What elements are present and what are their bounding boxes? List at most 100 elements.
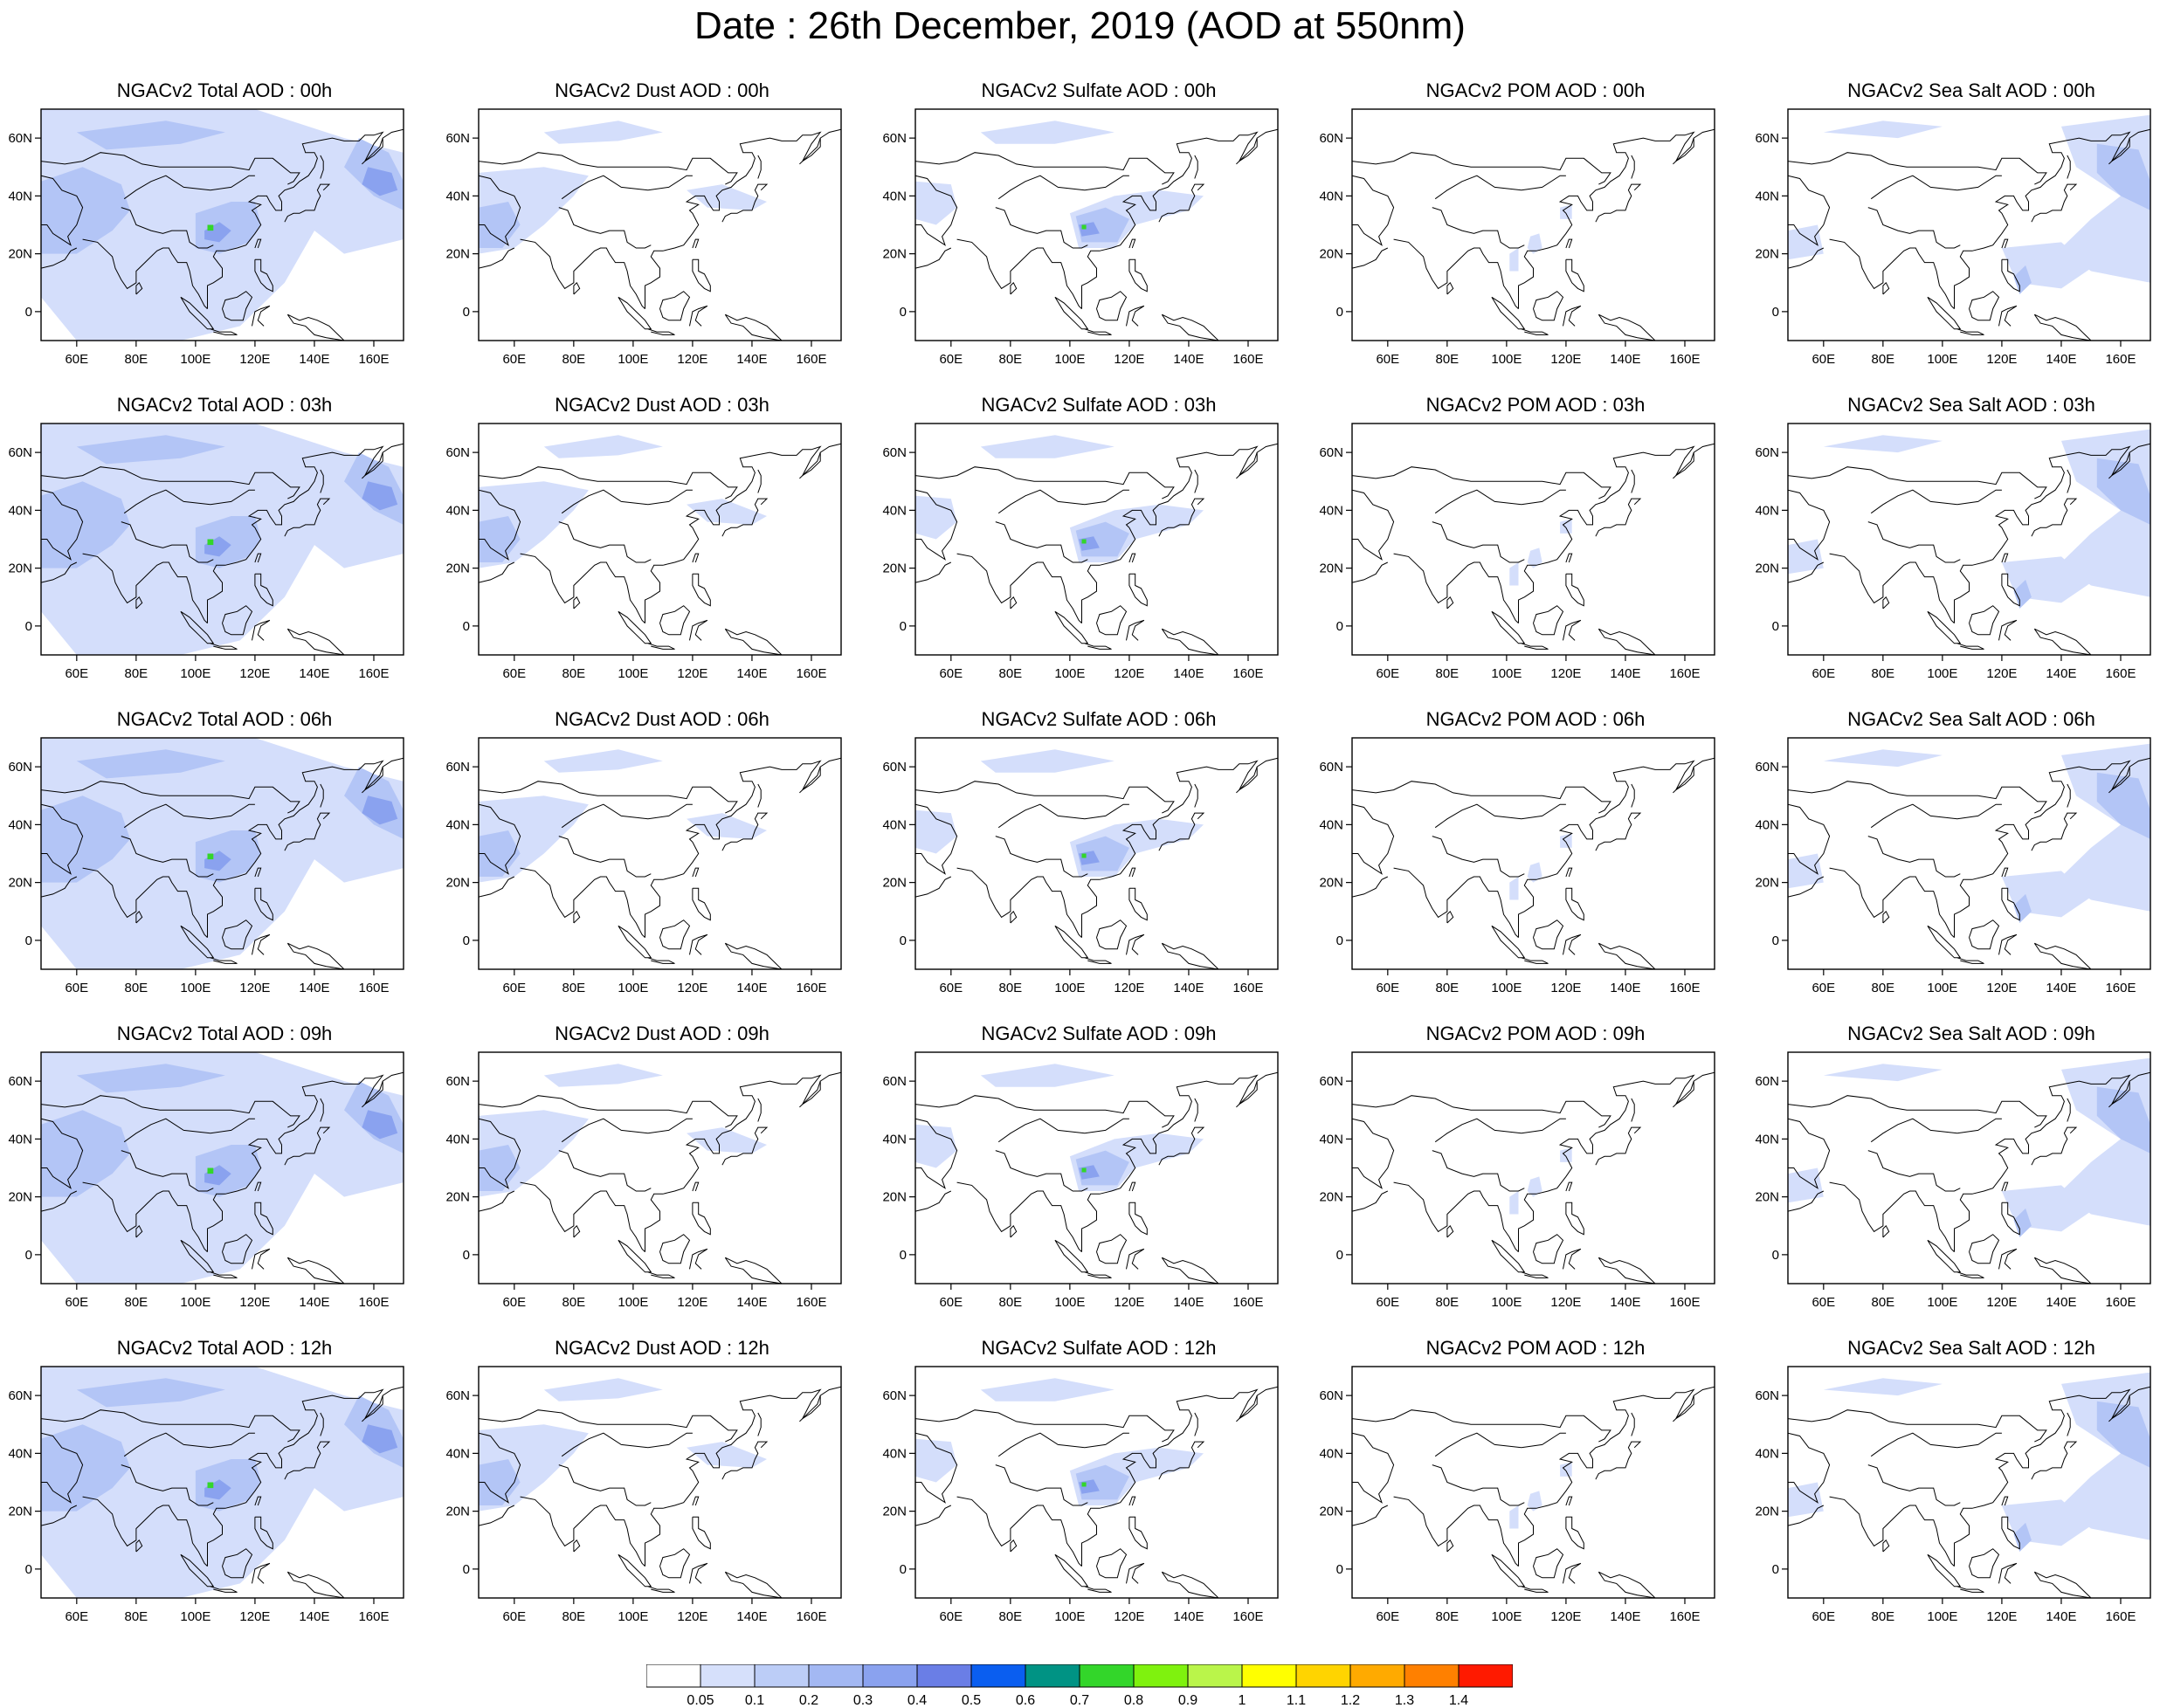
coastline bbox=[997, 1118, 1129, 1143]
coastline bbox=[123, 1432, 255, 1457]
coastline bbox=[1870, 489, 2002, 514]
aod-region bbox=[1560, 1462, 1572, 1477]
lat-tick-label: 60N bbox=[1319, 131, 1343, 146]
coastline bbox=[1128, 867, 1136, 878]
coastline bbox=[41, 152, 300, 185]
coastline bbox=[757, 155, 762, 179]
coastline bbox=[915, 1118, 958, 1189]
lat-tick-label: 20N bbox=[1319, 1190, 1343, 1205]
coastline bbox=[956, 1181, 1082, 1252]
aod-region bbox=[207, 539, 214, 546]
coastline bbox=[1956, 643, 1984, 650]
coastlines bbox=[1788, 128, 2150, 341]
coastline bbox=[210, 1271, 238, 1278]
colorbar-label: 0.6 bbox=[1016, 1693, 1035, 1706]
map-panel: NGACv2 Sea Salt AOD : 12h 60E 80E 100E 120E 1… bbox=[1755, 1336, 2151, 1624]
colorbar-swatch bbox=[916, 1664, 972, 1688]
lat-tick-label: 60N bbox=[445, 445, 470, 460]
panel-title: NGACv2 POM AOD : 09h bbox=[1425, 1023, 1646, 1044]
panel-title: NGACv2 Total AOD : 03h bbox=[116, 394, 333, 416]
lat-tick-label: 0 bbox=[25, 619, 32, 634]
coastline bbox=[41, 561, 78, 583]
coastline bbox=[1128, 968, 1180, 969]
map-panel: NGACv2 POM AOD : 09h 60E 80E 100E 120E 140E 16… bbox=[1319, 1022, 1715, 1310]
lon-tick-label: 100E bbox=[1927, 352, 1957, 367]
coastline bbox=[561, 489, 693, 514]
coastline bbox=[479, 466, 738, 499]
coastline bbox=[1236, 451, 1258, 479]
lon-tick-label: 140E bbox=[736, 981, 767, 995]
lon-tick-label: 120E bbox=[677, 1295, 707, 1310]
aod-field bbox=[915, 121, 1204, 248]
coastline bbox=[1998, 1248, 2018, 1270]
coastline bbox=[1956, 328, 1984, 335]
lon-tick-label: 80E bbox=[562, 1295, 586, 1310]
lon-tick-label: 160E bbox=[2105, 1609, 2136, 1624]
map-panel: NGACv2 POM AOD : 03h 60E 80E 100E 120E 140E 16… bbox=[1319, 393, 1715, 681]
lat-tick-label: 40N bbox=[1319, 817, 1343, 832]
lon-tick-label: 100E bbox=[1054, 666, 1085, 681]
coastline bbox=[995, 1464, 1088, 1506]
panel-title: NGACv2 Sulfate AOD : 09h bbox=[981, 1023, 1217, 1044]
lat-tick-label: 40N bbox=[882, 817, 907, 832]
aod-region bbox=[362, 1424, 398, 1454]
map-panel: NGACv2 Total AOD : 03h 60E 80E 100E 120E 140E… bbox=[8, 393, 404, 681]
coastline bbox=[135, 281, 143, 295]
aod-region bbox=[1509, 562, 1519, 586]
coastline bbox=[320, 155, 324, 179]
coastline bbox=[41, 175, 84, 246]
colorbar-swatch bbox=[1241, 1664, 1297, 1688]
coastline bbox=[254, 654, 306, 655]
lat-tick-label: 20N bbox=[1755, 247, 1779, 262]
coastline bbox=[479, 175, 521, 246]
aod-region bbox=[1560, 1147, 1572, 1162]
coastline bbox=[1998, 1562, 2018, 1584]
lat-tick-label: 60N bbox=[8, 445, 32, 460]
coastline bbox=[956, 1496, 1082, 1567]
aod-region bbox=[2096, 1401, 2150, 1468]
lon-tick-label: 120E bbox=[1986, 352, 2017, 367]
lat-tick-label: 20N bbox=[1319, 561, 1343, 576]
coastline bbox=[956, 553, 1082, 623]
coastline bbox=[1870, 175, 2002, 200]
aod-field bbox=[1788, 429, 2150, 609]
colorbar-swatch bbox=[1295, 1664, 1351, 1688]
lon-tick-label: 120E bbox=[1550, 1295, 1581, 1310]
coastline bbox=[1393, 553, 1519, 623]
coastline bbox=[1867, 1150, 1961, 1192]
lat-tick-label: 0 bbox=[25, 1248, 32, 1263]
coastline bbox=[1927, 296, 1962, 330]
lon-tick-label: 120E bbox=[1114, 352, 1144, 367]
coastline bbox=[1631, 1098, 1635, 1122]
coastlines bbox=[915, 443, 1278, 655]
coastline bbox=[1128, 1496, 1136, 1506]
lat-tick-label: 40N bbox=[445, 817, 470, 832]
coastline bbox=[997, 803, 1129, 829]
map-plot: 60E 80E 100E 120E 140E 160E 60N 40N 20N 0 bbox=[8, 108, 404, 367]
aod-field bbox=[1509, 1147, 1572, 1215]
lon-tick-label: 100E bbox=[1491, 352, 1522, 367]
coastline bbox=[1565, 654, 1617, 655]
coastline bbox=[254, 968, 306, 969]
coastline bbox=[1954, 128, 2150, 309]
coastline bbox=[915, 466, 1175, 499]
coastline bbox=[123, 803, 255, 829]
coastline bbox=[123, 175, 255, 200]
colorbar-label: 0.2 bbox=[799, 1693, 818, 1706]
coastline bbox=[1565, 1181, 1573, 1192]
lat-tick-label: 0 bbox=[1772, 619, 1779, 634]
coastlines bbox=[41, 757, 404, 969]
coastline bbox=[1352, 781, 1611, 814]
lon-tick-label: 140E bbox=[2046, 1609, 2076, 1624]
map-plot: 60E 80E 100E 120E 140E 160E 60N 40N 20N 0 bbox=[8, 1051, 404, 1310]
coastline bbox=[1518, 1386, 1715, 1567]
lat-tick-label: 0 bbox=[25, 305, 32, 320]
coastline bbox=[479, 1505, 515, 1526]
plot-frame bbox=[478, 108, 842, 341]
lat-tick-label: 40N bbox=[8, 1446, 32, 1461]
coastline bbox=[995, 1150, 1088, 1192]
aod-region bbox=[980, 1064, 1115, 1087]
plot-frame bbox=[914, 1366, 1279, 1599]
aod-region bbox=[76, 1378, 225, 1408]
colorbar-swatch bbox=[808, 1664, 864, 1688]
